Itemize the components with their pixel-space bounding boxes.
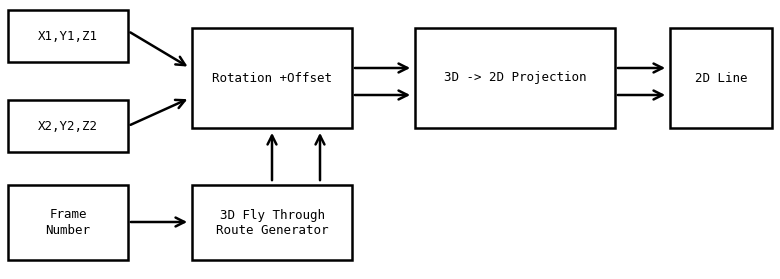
Text: 2D Line: 2D Line [695, 71, 747, 85]
Bar [192, 28, 352, 128]
Bar [670, 28, 772, 128]
Text: X2,Y2,Z2: X2,Y2,Z2 [38, 119, 98, 133]
Bar [8, 185, 128, 260]
Text: 3D -> 2D Projection: 3D -> 2D Projection [444, 71, 587, 85]
Text: 3D Fly Through
Route Generator: 3D Fly Through Route Generator [216, 208, 328, 237]
Bar [8, 10, 128, 62]
Bar [415, 28, 615, 128]
Text: Frame
Number: Frame Number [45, 208, 90, 237]
Text: Rotation +Offset: Rotation +Offset [212, 71, 332, 85]
Text: X1,Y1,Z1: X1,Y1,Z1 [38, 30, 98, 42]
Bar [192, 185, 352, 260]
Bar [8, 100, 128, 152]
